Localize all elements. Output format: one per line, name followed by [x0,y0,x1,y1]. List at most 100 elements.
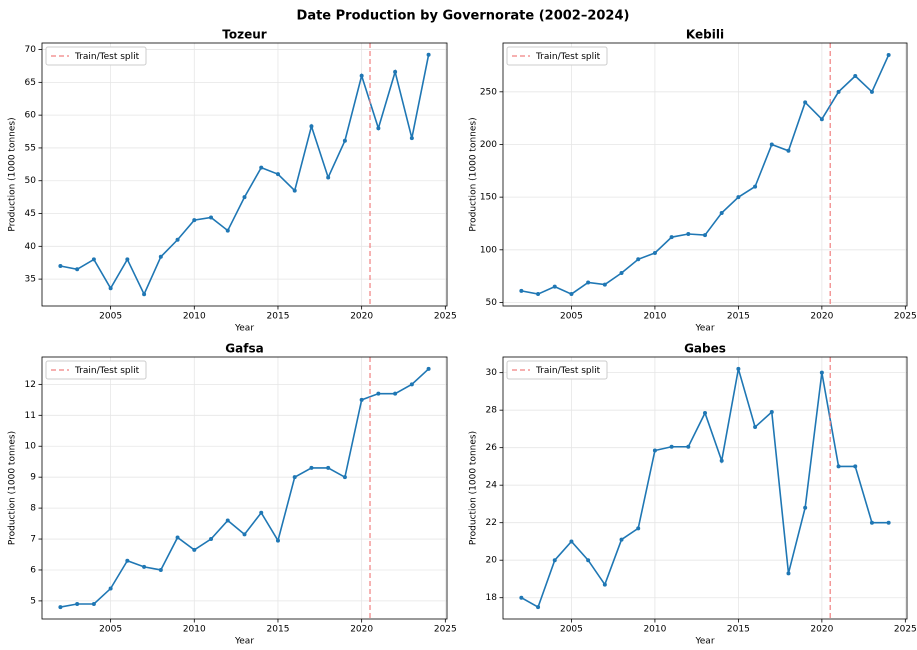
y-tick-label: 18 [486,593,498,603]
y-tick-label: 50 [486,298,498,308]
data-point [869,89,874,94]
y-tick-label: 100 [480,245,497,255]
x-tick-label: 2010 [183,625,206,635]
data-point [602,282,607,287]
data-point [409,136,414,141]
data-point [703,410,707,415]
y-tick-label: 70 [25,45,37,55]
legend-box [506,46,608,66]
data-point [652,448,657,453]
data-point [326,175,331,180]
data-point [536,605,541,610]
x-tick-label: 2020 [810,312,833,322]
y-tick-label: 35 [25,275,36,285]
axes-frame [502,356,908,620]
data-point [209,537,214,542]
data-point [309,124,314,129]
data-point [769,410,774,415]
legend-label: Train/Test split [74,366,140,376]
data-point [619,270,624,275]
data-point [586,280,591,285]
axes-frame [41,356,448,620]
data-point [753,425,758,430]
data-point [242,195,247,200]
data-point [175,237,180,242]
x-tick-label: 2005 [560,625,583,635]
x-axis-label: Year [694,637,714,647]
data-point [376,126,381,131]
data-point [886,520,891,525]
x-tick-label: 2025 [434,625,457,635]
data-point [669,235,674,240]
y-tick-label: 8 [30,504,36,514]
y-tick-label: 12 [25,380,36,390]
legend-box [45,360,147,380]
y-tick-label: 5 [30,596,36,606]
data-point [769,142,774,147]
data-point [242,532,247,537]
x-tick-label: 2010 [643,625,666,635]
data-point [853,74,858,79]
data-point [225,518,230,523]
data-point [192,218,197,223]
x-tick-label: 2015 [267,625,290,635]
data-point [158,567,163,572]
data-point [602,582,607,587]
data-point [275,172,280,177]
data-point [703,233,707,238]
data-point [359,73,364,78]
x-tick-label: 2015 [727,312,750,322]
x-axis-label: Year [694,324,714,334]
data-point [426,366,431,371]
data-point [836,89,841,94]
data-point [342,475,347,480]
data-point [586,558,591,563]
data-point [552,558,557,563]
data-point [636,526,641,531]
data-point [259,510,264,515]
data-point [75,267,80,272]
y-tick-label: 9 [30,473,36,483]
data-point [652,250,657,255]
data-point [359,397,364,402]
data-point [158,254,163,259]
data-point [125,257,130,262]
data-line [521,54,890,295]
y-tick-label: 250 [480,87,497,97]
data-line [520,368,889,609]
data-point [719,210,724,215]
data-point [636,257,641,262]
data-point [108,586,113,591]
y-axis-label: Production (1000 tonnes) [8,431,18,545]
x-axis-label: Year [234,637,254,647]
x-tick-label: 2005 [560,312,583,322]
x-axis-label: Year [234,324,254,334]
y-tick-label: 60 [25,111,37,121]
data-point [142,292,147,297]
data-point [886,52,891,57]
x-tick-label: 2025 [894,625,917,635]
data-point [819,117,824,122]
x-tick-label: 2020 [810,625,833,635]
data-point [91,601,96,606]
x-tick-label: 2015 [727,625,750,635]
x-tick-label: 2025 [894,312,917,322]
x-tick-label: 2005 [99,625,122,635]
data-line [60,54,430,297]
data-point [569,292,574,297]
data-point [736,366,741,371]
data-point [753,184,758,189]
legend-label: Train/Test split [74,52,140,62]
data-point [125,558,130,563]
data-point [393,69,398,74]
data-point [569,539,574,544]
data-point [259,165,264,170]
data-point [819,370,824,375]
y-tick-label: 26 [486,443,498,453]
data-point [803,100,808,105]
data-point [192,547,197,552]
data-point [292,188,297,193]
data-point [58,605,63,610]
subplot-title: Tozeur [222,28,267,42]
